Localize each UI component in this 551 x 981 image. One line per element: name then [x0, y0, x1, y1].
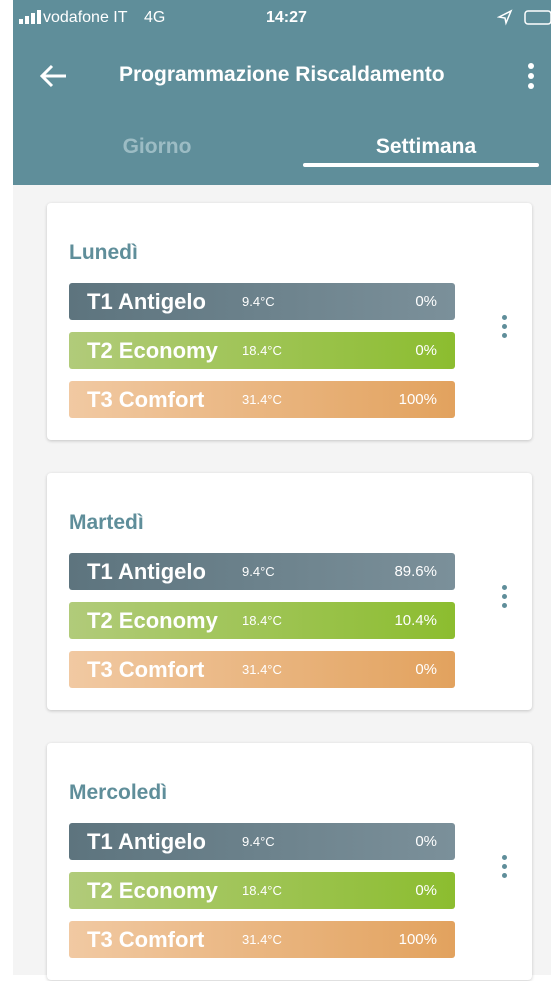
clock: 14:27 [266, 9, 307, 26]
tariff-label: T3 Comfort [87, 387, 205, 412]
tariff-percent: 0% [415, 833, 437, 850]
tariff-row: T2 Economy 18.4°C 0% [69, 332, 455, 369]
tariff-percent: 100% [398, 931, 437, 948]
menu-dot [502, 873, 507, 878]
day-name: Mercoledì [69, 781, 168, 804]
tariff-label: T1 Antigelo [87, 829, 206, 854]
tariff-percent: 0% [415, 661, 437, 678]
tariff-row: T1 Antigelo 9.4°C 0% [69, 823, 455, 860]
tariff-temp: 31.4°C [242, 392, 282, 407]
day-card: Mercoledì T1 Antigelo 9.4°C 0% T2 Economy 18.… [47, 743, 532, 980]
tariff-temp: 18.4°C [242, 883, 282, 898]
tariff-temp: 9.4°C [242, 834, 275, 849]
carrier: vodafone IT [43, 9, 128, 26]
tariff-percent: 0% [415, 293, 437, 310]
day-menu[interactable] [495, 583, 515, 613]
tab-week[interactable]: Settimana [375, 135, 477, 158]
tariff-label: T2 Economy [87, 338, 218, 363]
tariff-label: T3 Comfort [87, 927, 205, 952]
tariff-row: T2 Economy 18.4°C 0% [69, 872, 455, 909]
app-bar: vodafone IT 4G 14:27 Programmazione Risc… [13, 0, 551, 185]
day-menu[interactable] [495, 853, 515, 883]
tab-indicator [303, 163, 539, 167]
tariff-label: T1 Antigelo [87, 289, 206, 314]
menu-button[interactable] [526, 62, 536, 92]
menu-dot [502, 864, 507, 869]
content: Lunedì T1 Antigelo 9.4°C 0% T2 Economy 18.4°C… [13, 185, 551, 980]
network: 4G [144, 9, 166, 26]
day-menu[interactable] [495, 313, 515, 343]
menu-dot [502, 333, 507, 338]
tariff-percent: 10.4% [394, 612, 437, 629]
tariff-row: T3 Comfort 31.4°C 100% [69, 921, 455, 958]
page-title: Programmazione Riscaldamento [119, 63, 445, 86]
menu-dot [502, 594, 507, 599]
tariff-percent: 100% [398, 391, 437, 408]
tariff-row: T3 Comfort 31.4°C 100% [69, 381, 455, 418]
tariff-label: T3 Comfort [87, 657, 205, 682]
day-card: Lunedì T1 Antigelo 9.4°C 0% T2 Economy 18.4°C… [47, 203, 532, 440]
day-name: Martedì [69, 511, 144, 534]
tariff-row: T3 Comfort 31.4°C 0% [69, 651, 455, 688]
back-button[interactable] [38, 62, 70, 90]
day-card: Martedì T1 Antigelo 9.4°C 89.6% T2 Economy 18… [47, 473, 532, 710]
tariff-temp: 9.4°C [242, 294, 275, 309]
tariff-temp: 9.4°C [242, 564, 275, 579]
tariff-temp: 31.4°C [242, 932, 282, 947]
tab-day[interactable]: Giorno [122, 135, 192, 158]
tariff-temp: 31.4°C [242, 662, 282, 677]
tariff-temp: 18.4°C [242, 343, 282, 358]
menu-dot [502, 315, 507, 320]
tariff-row: T1 Antigelo 9.4°C 89.6% [69, 553, 455, 590]
tariff-percent: 0% [415, 882, 437, 899]
tariff-percent: 89.6% [394, 563, 437, 580]
signal-icon [19, 10, 41, 24]
status-icons [497, 9, 551, 26]
tariff-percent: 0% [415, 342, 437, 359]
menu-dot [502, 855, 507, 860]
tariff-label: T2 Economy [87, 608, 218, 633]
day-name: Lunedì [69, 241, 138, 264]
tariff-label: T1 Antigelo [87, 559, 206, 584]
tariff-row: T1 Antigelo 9.4°C 0% [69, 283, 455, 320]
tariff-temp: 18.4°C [242, 613, 282, 628]
menu-dot [502, 585, 507, 590]
menu-dot [502, 603, 507, 608]
tariff-label: T2 Economy [87, 878, 218, 903]
tariff-row: T2 Economy 18.4°C 10.4% [69, 602, 455, 639]
menu-dot [502, 324, 507, 329]
